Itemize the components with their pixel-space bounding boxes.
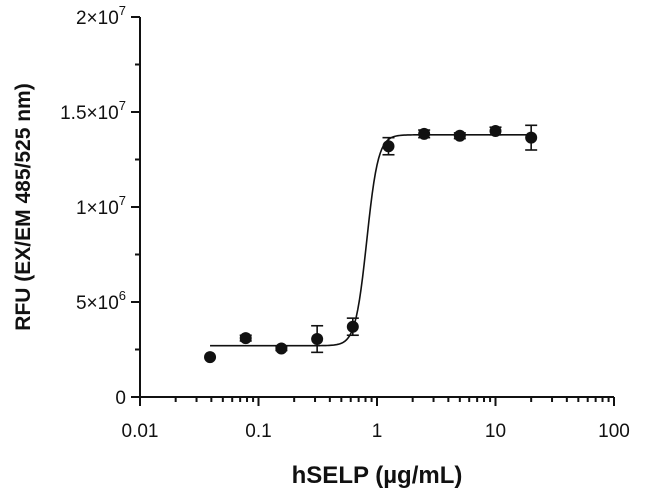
x-tick-label: 0.01	[122, 421, 159, 442]
y-tick-label: 5×106	[76, 288, 126, 314]
data-point	[311, 333, 324, 346]
y-tick-label: 2×107	[76, 3, 126, 29]
data-point	[346, 320, 359, 333]
data-point	[489, 125, 502, 137]
x-tick-label: 0.1	[245, 421, 271, 442]
data-point	[525, 131, 538, 144]
y-tick-label: 1×107	[76, 193, 126, 219]
axes	[139, 17, 614, 398]
data-points	[204, 125, 538, 364]
x-tick-label: 10	[485, 421, 506, 442]
data-point	[239, 332, 252, 345]
y-axis-title: RFU (EX/EM 485/525 nm)	[12, 83, 35, 330]
data-point	[453, 129, 466, 142]
y-tick-label: 0	[115, 388, 126, 409]
data-point	[275, 342, 288, 355]
x-tick-label: 1	[372, 421, 383, 442]
error-bars	[239, 124, 538, 354]
x-ticks: 0.01 0.1 1 10 100	[122, 397, 630, 442]
data-point	[382, 140, 395, 153]
data-point	[204, 351, 217, 364]
x-tick-label: 100	[598, 421, 630, 442]
data-point	[418, 127, 431, 140]
y-tick-label: 1.5×107	[60, 98, 126, 124]
y-ticks: 0 5×106 1×107 1.5×107 2×107	[60, 3, 140, 409]
fit-curve	[210, 134, 532, 347]
x-axis-title: hSELP (µg/mL)	[292, 462, 463, 489]
